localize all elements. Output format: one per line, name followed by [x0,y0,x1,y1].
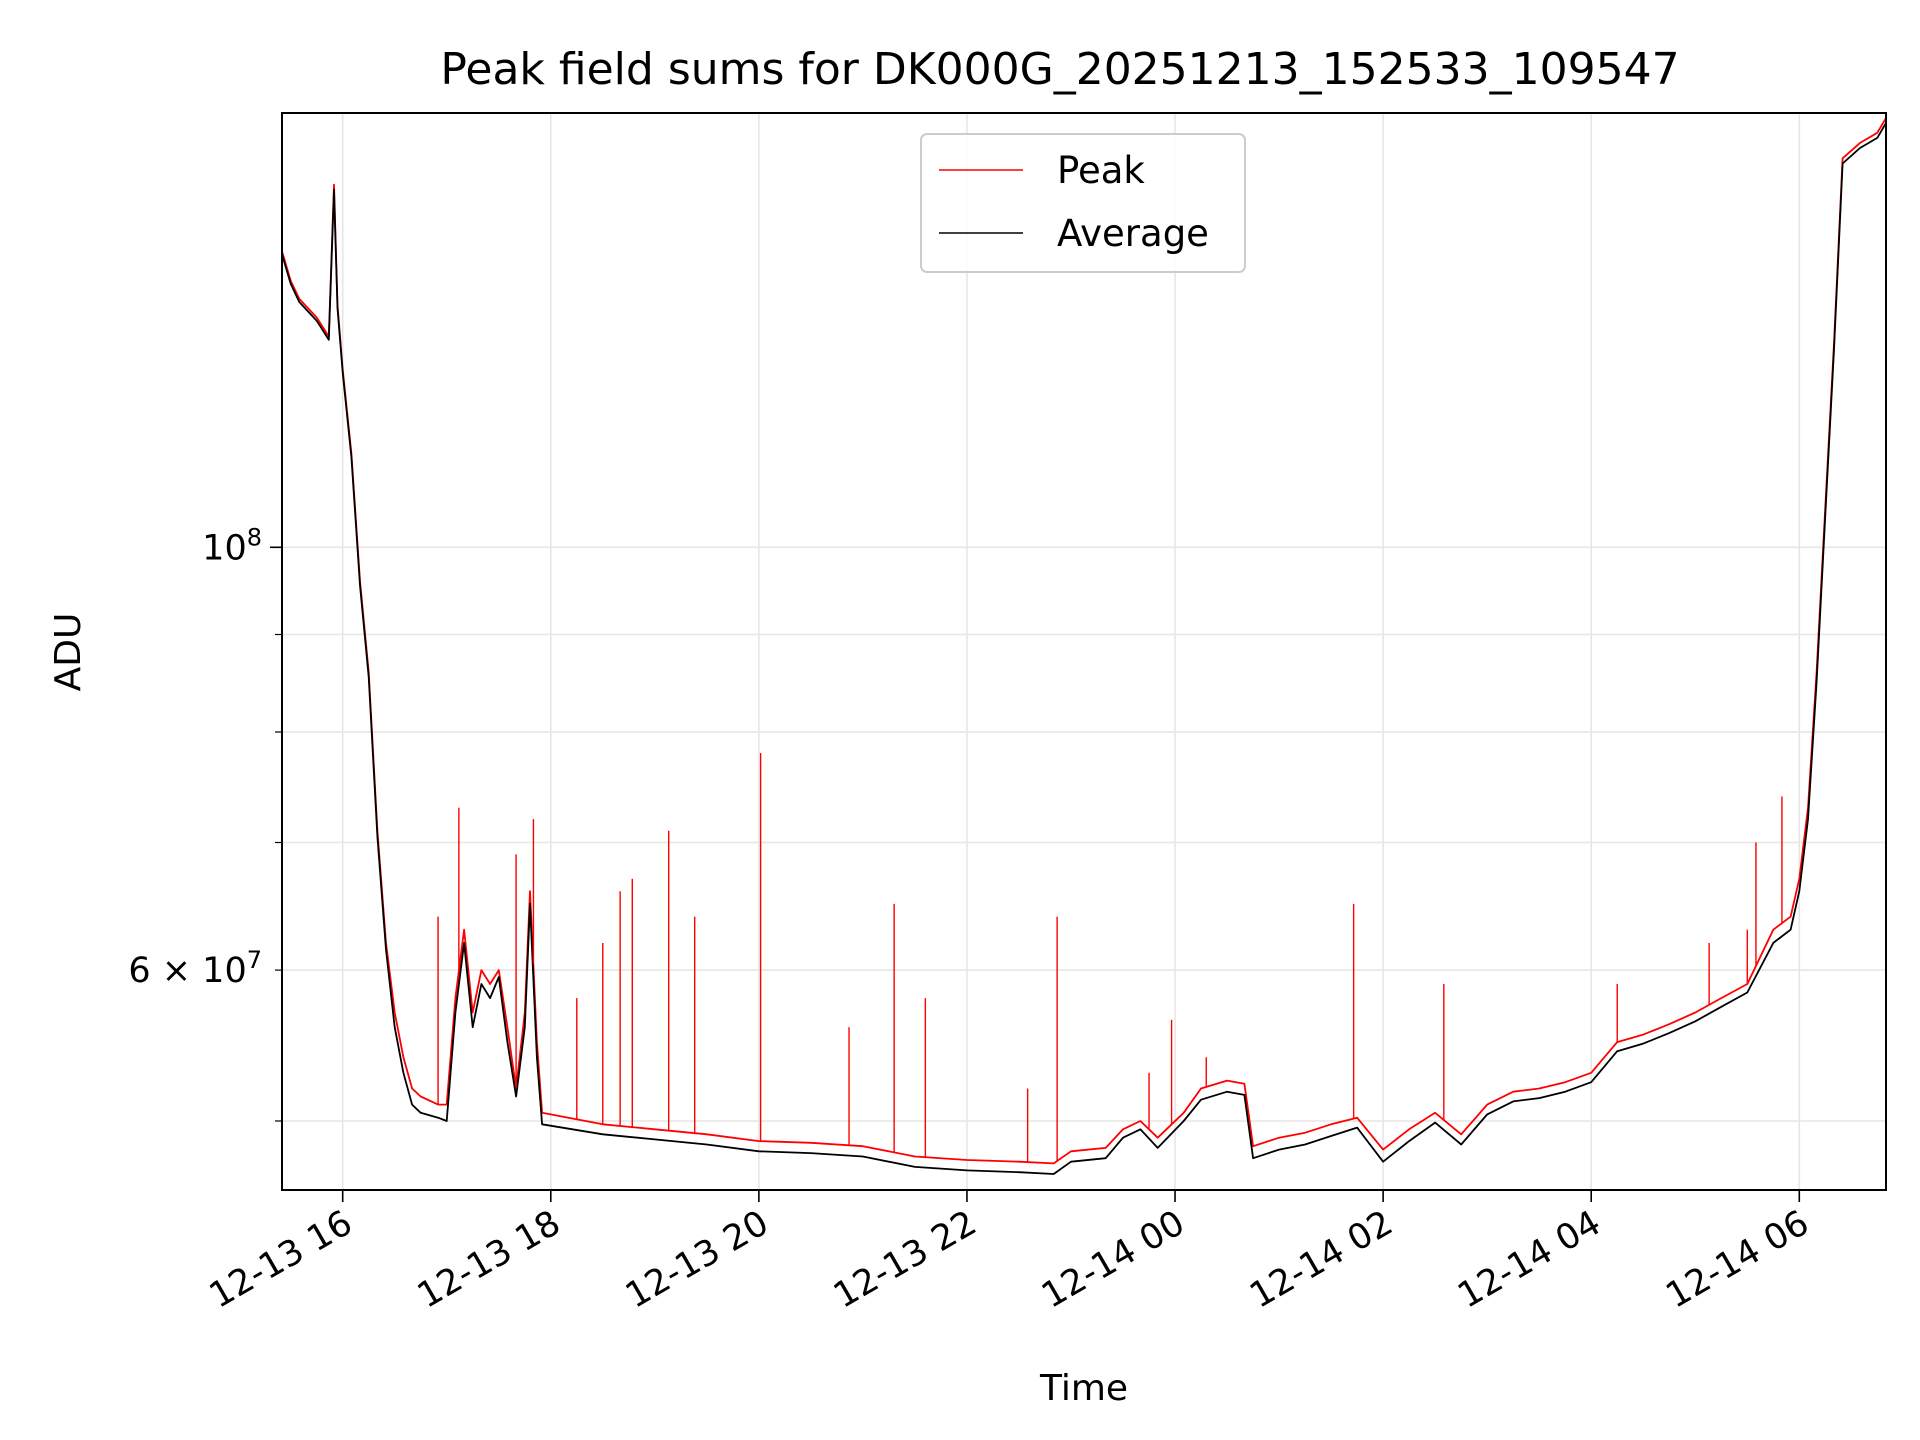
series-line-peak [281,117,1887,1165]
grid [282,113,1886,1190]
y-tick-label: 108 [202,523,262,568]
series-line-average [281,122,1887,1175]
legend-average-label: Average [1057,212,1209,255]
x-axis-label: Time [1039,1368,1128,1409]
plot-frame [281,112,1887,1191]
legend-peak-label: Peak [1057,149,1145,192]
chart-title: Peak field sums for DK000G_20251213_1525… [440,44,1679,95]
legend-box [920,133,1246,273]
legend: Peak Average [920,133,1246,273]
y-tick-label: 6 × 107 [128,946,262,991]
series-layer [281,117,1887,1175]
y-axis-label: ADU [48,613,89,692]
